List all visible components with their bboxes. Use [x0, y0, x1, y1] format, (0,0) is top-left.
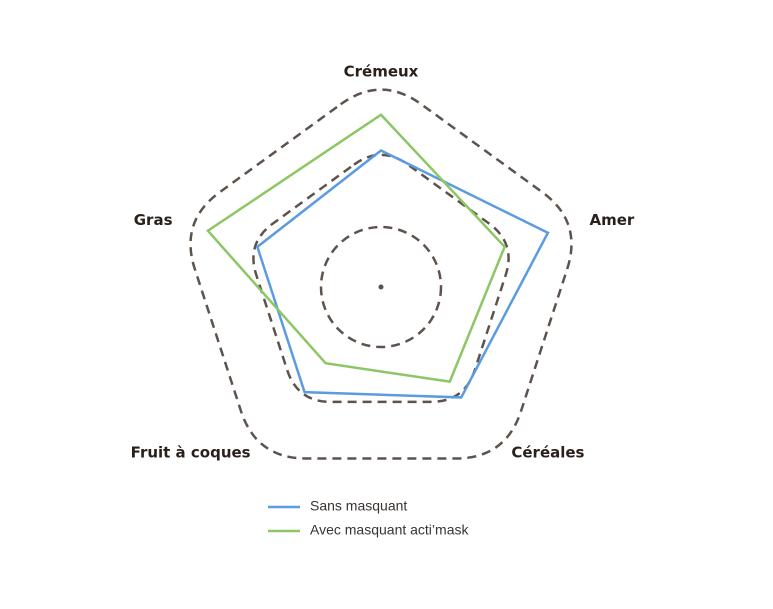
- axis-label: Fruit à coques: [131, 443, 251, 461]
- ring: [319, 225, 443, 349]
- axis-label: Amer: [589, 211, 634, 229]
- series-polygon: [206, 113, 507, 384]
- axis-label: Céréales: [511, 443, 584, 461]
- center-dot: [378, 284, 384, 290]
- ring: [252, 153, 510, 404]
- legend-label: Sans masquant: [310, 498, 407, 514]
- legend-label: Avec masquant acti’mask: [310, 522, 469, 538]
- rings: [189, 88, 573, 460]
- axis-label: Gras: [134, 211, 173, 229]
- series-polygon: [255, 149, 550, 399]
- axis-label: Crémeux: [344, 63, 419, 81]
